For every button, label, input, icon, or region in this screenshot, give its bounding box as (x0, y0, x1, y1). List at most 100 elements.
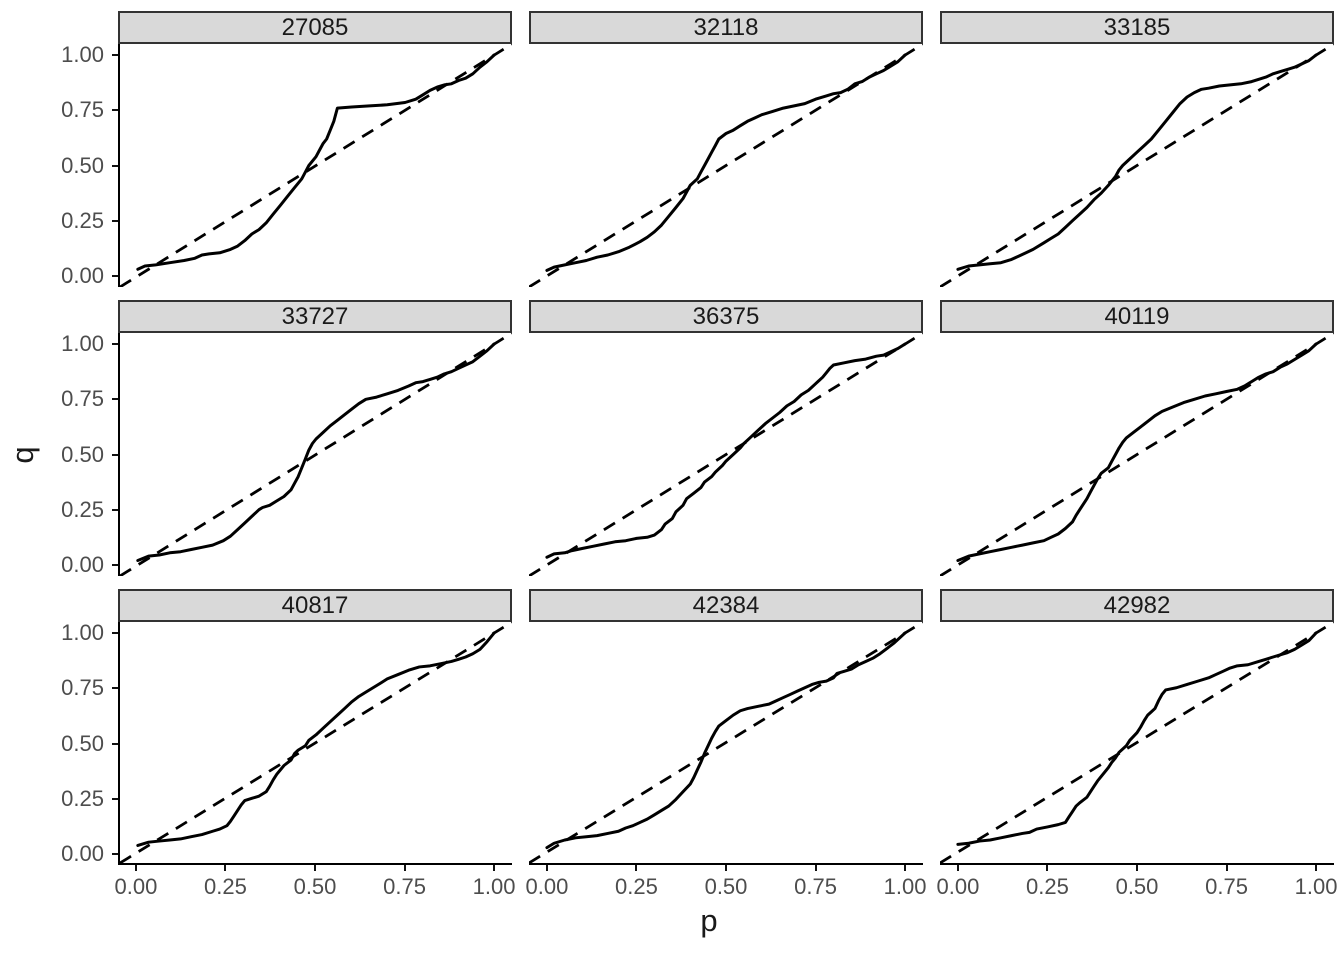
x-tick-mark (224, 865, 227, 871)
x-tick-mark (956, 865, 959, 871)
facet-strip-label: 33185 (1103, 13, 1171, 41)
facet-panel: 42384 (529, 589, 923, 865)
x-tick-label: 0.00 (525, 874, 569, 899)
y-axis-tick-labels: 1.00 0.75 0.50 0.25 0.00 (40, 11, 118, 287)
empirical-pp-curve (956, 342, 1318, 562)
pp-plot-svg (940, 333, 1334, 576)
x-tick-mark (814, 865, 817, 871)
facet-strip: 27085 (118, 11, 512, 44)
x-tick-label: 0.50 (293, 874, 337, 899)
plot-area (940, 622, 1334, 865)
y-tick-label: 0.00 (61, 840, 104, 866)
facet-strip-label: 32118 (693, 13, 759, 41)
facet-panel: 42982 (940, 589, 1334, 865)
x-axis-title: p (700, 903, 718, 938)
y-tick-label: 0.50 (61, 730, 104, 756)
y-tick-mark (112, 508, 118, 511)
reference-diagonal-dashed-line (120, 44, 512, 287)
empirical-pp-curve (136, 631, 496, 847)
plot-area (529, 333, 923, 576)
x-tick-label: 1.00 (883, 874, 927, 899)
facet-panel: 33727 (118, 300, 512, 576)
x-tick-label: 0.25 (204, 874, 247, 899)
pp-plot-svg (120, 333, 512, 576)
y-tick-mark (112, 54, 118, 57)
pp-plot-svg (120, 44, 512, 287)
reference-diagonal-dashed-line (940, 622, 1334, 863)
x-tick-label: 0.75 (794, 874, 837, 899)
facet-strip: 33185 (940, 11, 1334, 44)
pp-plot-svg (529, 44, 923, 287)
y-tick-label: 0.75 (61, 675, 104, 701)
y-tick-mark (112, 219, 118, 222)
x-tick-label: 0.75 (383, 874, 426, 899)
reference-diagonal-dashed-line (529, 622, 923, 863)
y-tick-label: 0.25 (61, 207, 104, 233)
facet-panel: 36375 (529, 300, 923, 576)
empirical-pp-curve (545, 342, 907, 559)
facet-row: 1.00 0.75 0.50 0.25 0.00 40817 42384 42982 (40, 589, 1334, 865)
y-axis-tick-labels: 1.00 0.75 0.50 0.25 0.00 (40, 589, 118, 865)
pp-plot-svg (940, 622, 1334, 863)
y-tick-label: 0.50 (61, 152, 104, 178)
facet-strip: 42982 (940, 589, 1334, 622)
y-tick-mark (112, 343, 118, 346)
facet-row: 1.00 0.75 0.50 0.25 0.00 27085 32118 33185 (40, 11, 1334, 287)
facet-strip-label: 36375 (692, 302, 760, 330)
x-tick-mark (1315, 865, 1318, 871)
x-tick-label: 1.00 (472, 874, 516, 899)
y-tick-label: 0.00 (61, 262, 104, 288)
facet-panel: 27085 (118, 11, 512, 287)
x-tick-mark (134, 865, 137, 871)
empirical-pp-curve (136, 53, 496, 271)
plot-area (118, 622, 512, 865)
x-tick-mark (493, 865, 496, 871)
y-tick-label: 1.00 (61, 331, 104, 357)
y-tick-mark (112, 109, 118, 112)
pp-plot-svg (529, 622, 923, 863)
x-tick-label: 0.25 (1026, 874, 1069, 899)
facet-strip: 40119 (940, 300, 1334, 333)
facet-strip: 36375 (529, 300, 923, 333)
empirical-pp-curve (136, 342, 496, 562)
facet-strip-label: 42384 (692, 591, 760, 619)
x-tick-label: 1.00 (1294, 874, 1338, 899)
x-tick-label: 0.50 (704, 874, 748, 899)
x-tick-label: 0.50 (1115, 874, 1159, 899)
plot-area (118, 333, 512, 576)
plot-area (940, 333, 1334, 576)
plot-area (529, 44, 923, 287)
facet-panel: 40119 (940, 300, 1334, 576)
y-tick-label: 1.00 (61, 42, 104, 68)
facet-strip: 42384 (529, 589, 923, 622)
y-axis-tick-labels: 1.00 0.75 0.50 0.25 0.00 (40, 300, 118, 576)
facet-strip: 40817 (118, 589, 512, 622)
x-tick-mark (1046, 865, 1049, 871)
facet-panel: 40817 (118, 589, 512, 865)
x-tick-label: 0.00 (936, 874, 980, 899)
plot-area (940, 44, 1334, 287)
y-tick-mark (112, 742, 118, 745)
x-tick-label: 0.00 (114, 874, 158, 899)
x-tick-mark (314, 865, 316, 871)
x-tick-label: 0.75 (1205, 874, 1248, 899)
facet-strip-label: 40119 (1104, 302, 1170, 330)
y-tick-mark (112, 563, 118, 566)
facet-strip: 33727 (118, 300, 512, 333)
y-tick-mark (112, 274, 118, 277)
empirical-pp-curve (545, 53, 907, 272)
plot-area (529, 622, 923, 865)
y-tick-mark (112, 797, 118, 800)
reference-diagonal-dashed-line (529, 333, 923, 576)
y-tick-label: 0.75 (61, 97, 104, 123)
facet-panel: 33185 (940, 11, 1334, 287)
y-tick-label: 0.75 (61, 386, 104, 412)
empirical-pp-curve (956, 53, 1318, 271)
x-tick-mark (904, 865, 907, 871)
reference-diagonal-dashed-line (120, 622, 512, 863)
y-tick-label: 0.50 (61, 441, 104, 467)
empirical-pp-curve (956, 631, 1318, 846)
facet-strip-label: 42982 (1103, 591, 1171, 619)
facet-strip-label: 33727 (281, 302, 349, 330)
pp-plot-svg (940, 44, 1334, 287)
